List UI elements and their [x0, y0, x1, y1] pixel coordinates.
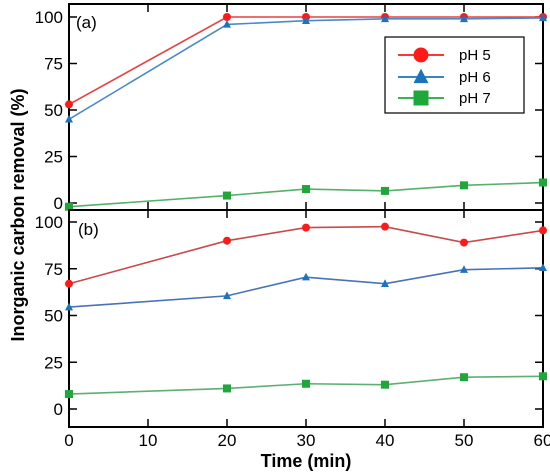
- panel-a-point-ph-7-2: [302, 185, 310, 194]
- x-tick-label-3: 30: [297, 431, 316, 450]
- panel-a-line-ph-6: [68, 17, 544, 120]
- panel-b-point-ph-7-5: [539, 372, 547, 381]
- panel-a-y-tick-label-2: 50: [44, 101, 63, 120]
- panel-b-point-ph-7-1: [223, 384, 231, 393]
- legend-label-ph-5: pH 5: [459, 47, 491, 64]
- panel-a-point-ph-7-4: [460, 181, 468, 190]
- panel-a-point-ph-7-3: [381, 186, 389, 195]
- panel-b-point-ph-6-3: [381, 279, 389, 287]
- panel-b-point-ph-7-0: [65, 390, 73, 399]
- panel-b-point-ph-7-4: [460, 373, 468, 382]
- legend-marker-ph-6-0: [413, 68, 429, 84]
- y-axis-title: Inorganic carbon removal (%): [8, 88, 28, 341]
- x-tick-label-6: 60: [534, 431, 550, 450]
- x-tick-label-4: 40: [376, 431, 395, 450]
- legend-box: [384, 36, 525, 114]
- legend: pH 5 pH 6 pH 7: [384, 36, 525, 114]
- panel-b-y-tick-label-0: 0: [54, 400, 63, 419]
- panel-b-y-tick-label-2: 50: [44, 307, 63, 326]
- panel-b-point-ph-6-0: [65, 302, 73, 311]
- panel-a-y-tick-label-0: 0: [54, 194, 63, 213]
- panel-a-line-ph-7: [68, 181, 544, 208]
- x-axis-title: Time (min): [261, 451, 352, 471]
- panel-a-y-tick-label-1: 25: [44, 148, 63, 167]
- legend-label-ph-6: pH 6: [459, 69, 491, 86]
- panel-b-series-ph-7: [65, 372, 547, 399]
- panel-b-point-ph-5-0: [65, 279, 73, 288]
- panel-b-point-ph-6-5: [539, 263, 547, 272]
- panel-a-point-ph-5-1: [223, 13, 231, 21]
- panel-b-series-ph-6: [65, 263, 547, 311]
- panel-a-point-ph-7-5: [539, 178, 547, 187]
- panel-a-series-ph-7: [65, 178, 547, 211]
- legend-marker-ph-7-0: [413, 90, 429, 106]
- panel-b-point-ph-6-4: [460, 265, 468, 273]
- x-tick-label-0: 0: [64, 431, 73, 450]
- x-axis: 0 10 20 30 40 50 60: [64, 431, 550, 450]
- legend-label-ph-7: pH 7: [459, 90, 491, 107]
- panel-a-label: (a): [76, 13, 97, 32]
- panel-b-point-ph-5-2: [302, 223, 310, 232]
- panel-a-series-ph-6: [65, 13, 547, 123]
- panel-b-point-ph-7-2: [302, 379, 310, 388]
- panel-b-point-ph-6-1: [223, 291, 231, 300]
- panel-a-point-ph-6-2: [302, 16, 310, 24]
- panel-a-point-ph-7-1: [223, 191, 231, 200]
- panel-a-point-ph-5-0: [65, 100, 73, 109]
- panel-a-point-ph-6-0: [65, 114, 73, 123]
- x-tick-label-2: 20: [218, 431, 237, 450]
- panel-b-point-ph-7-3: [381, 380, 389, 389]
- panel-b-point-ph-6-2: [302, 272, 310, 281]
- panel-b-line-ph-6: [68, 267, 544, 308]
- x-tick-label-5: 50: [455, 431, 474, 450]
- panel-a-point-ph-6-1: [223, 19, 231, 28]
- panel-b-frame: [68, 209, 544, 428]
- panel-a-y-tick-label-4: 100: [35, 8, 63, 27]
- panel-a-y-tick-label-3: 75: [44, 55, 63, 74]
- panel-a-line-ph-5: [68, 16, 543, 106]
- panel-b-y-tick-label-4: 100: [35, 213, 63, 232]
- panel-b-line-ph-7: [68, 375, 544, 395]
- panel-b-y-tick-label-3: 75: [44, 260, 63, 279]
- panel-b-point-ph-5-3: [381, 222, 389, 231]
- panel-b-point-ph-5-1: [223, 236, 231, 245]
- panel-a-point-ph-6-4: [460, 14, 468, 23]
- legend-marker-ph-5-0: [413, 47, 429, 63]
- panel-b: (b) 0 25 50 75 100: [35, 209, 547, 428]
- panel-b-point-ph-5-4: [460, 238, 468, 247]
- panel-a-point-ph-6-3: [381, 14, 389, 23]
- x-tick-label-1: 10: [139, 431, 158, 450]
- panel-b-point-ph-5-5: [539, 226, 547, 235]
- panel-a-point-ph-7-0: [65, 202, 73, 211]
- panel-a-point-ph-6-5: [539, 13, 547, 22]
- panel-b-line-ph-5: [68, 225, 544, 285]
- panel-b-y-tick-label-1: 25: [44, 353, 63, 372]
- panel-b-series-ph-5: [65, 222, 547, 288]
- panel-b-label: (b): [78, 220, 99, 239]
